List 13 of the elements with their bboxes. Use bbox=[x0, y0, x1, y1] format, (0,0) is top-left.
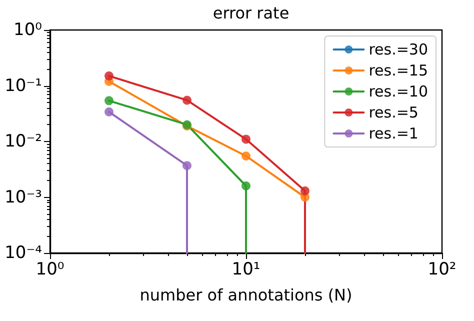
legend-label: res.=5 bbox=[368, 104, 418, 122]
legend-label: res.=30 bbox=[368, 40, 428, 58]
legend-label: res.=15 bbox=[368, 62, 428, 80]
y-tick-label: 10⁰ bbox=[14, 20, 42, 40]
y-tick-label: 10⁻³ bbox=[4, 187, 42, 208]
x-axis-title: number of annotations (N) bbox=[140, 286, 352, 304]
legend-label: res.=1 bbox=[368, 124, 418, 142]
y-tick-label: 10⁻² bbox=[4, 132, 42, 152]
y-tick-label: 10⁻¹ bbox=[4, 76, 42, 96]
x-tick-label: 10¹ bbox=[232, 260, 260, 280]
chart-title: error rate bbox=[212, 4, 290, 22]
legend-label: res.=10 bbox=[368, 82, 428, 100]
x-tick-label: 10² bbox=[428, 260, 456, 280]
